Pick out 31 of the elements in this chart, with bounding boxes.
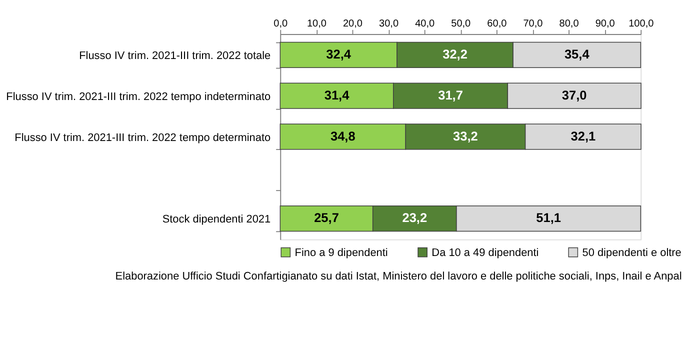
y-tick-label: Flusso IV trim. 2021-III trim. 2022 tempo indeterminato: [6, 90, 271, 103]
data-label: 32,1: [570, 128, 596, 144]
x-tick-label: 50,0: [451, 18, 472, 30]
legend-label: Da 10 a 49 dipendenti: [432, 247, 539, 260]
x-tick-label: 0,0: [274, 18, 288, 30]
text: Elaborazione Ufficio Studi Confartigianato su dati Istat, Ministero del lavoro e delle politiche sociali, Inps, Inail e Anpal: [115, 270, 682, 283]
x-tick-label: 20,0: [342, 18, 363, 30]
data-label: 33,2: [453, 128, 478, 144]
y-tick-label: Flusso IV trim. 2021-III trim. 2022 tempo determinato: [14, 132, 271, 144]
data-label: 31,7: [438, 87, 463, 102]
x-tick-label: 80,0: [559, 18, 580, 30]
data-label: 32,2: [442, 46, 468, 62]
legend-label: 50 dipendenti e oltre: [582, 247, 682, 260]
legend-label: Fino a 9 dipendenti: [294, 247, 388, 260]
data-label: 23,2: [402, 210, 428, 226]
x-tick-label: 60,0: [487, 18, 508, 30]
data-label: 31,4: [324, 87, 350, 102]
y-tick-label: Flusso IV trim. 2021-III trim. 2022 totale: [79, 50, 271, 62]
data-label: 51,1: [536, 210, 561, 226]
x-tick-label: 40,0: [415, 18, 436, 30]
x-tick-label: 90,0: [595, 18, 616, 30]
data-label: 34,8: [330, 128, 356, 144]
x-tick-label: 10,0: [306, 18, 327, 30]
y-tick-label: Stock dipendenti 2021: [162, 214, 271, 226]
x-tick-label: 100,0: [628, 18, 654, 30]
data-label: 25,7: [314, 210, 339, 226]
x-tick-label: 30,0: [379, 18, 399, 30]
x-tick-label: 70,0: [523, 18, 544, 30]
data-label: 32,4: [326, 46, 352, 62]
data-label: 37,0: [562, 87, 587, 102]
data-label: 35,4: [564, 46, 590, 62]
